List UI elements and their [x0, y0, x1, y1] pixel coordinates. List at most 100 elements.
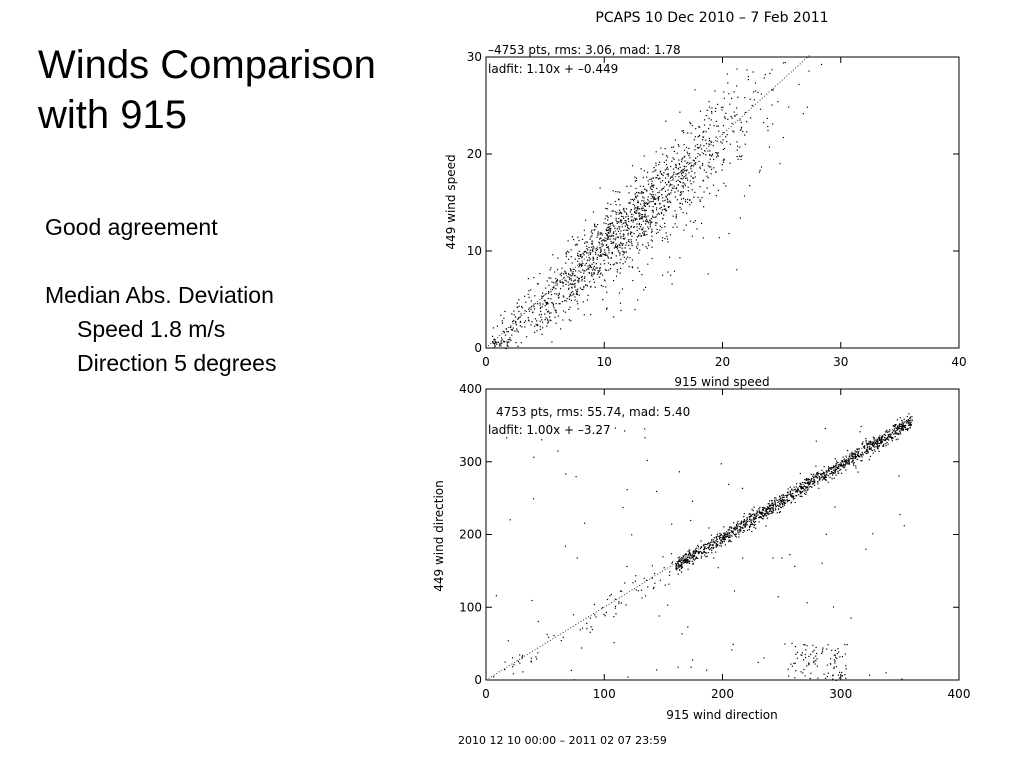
- speed-data-point: [664, 169, 666, 171]
- direction-data-point: [678, 566, 680, 568]
- direction-data-point: [803, 668, 805, 671]
- speed-data-point: [643, 202, 646, 204]
- direction-data-point: [796, 490, 798, 492]
- speed-data-point: [671, 189, 673, 192]
- speed-data-point: [607, 216, 609, 219]
- speed-data-point: [622, 222, 624, 224]
- speed-data-point: [503, 347, 505, 349]
- speed-data-point: [617, 246, 619, 248]
- direction-data-point: [532, 498, 535, 500]
- direction-data-point: [675, 568, 677, 570]
- speed-data-point: [571, 262, 573, 264]
- speed-data-point: [653, 196, 656, 198]
- speed-data-point: [652, 206, 654, 208]
- speed-data-point: [683, 165, 685, 167]
- direction-data-point: [684, 554, 686, 556]
- speed-data-point: [611, 222, 613, 225]
- speed-data-point: [574, 279, 576, 281]
- direction-data-point: [732, 531, 734, 533]
- direction-data-point: [564, 545, 567, 547]
- direction-data-point: [687, 556, 689, 558]
- direction-data-point: [869, 440, 871, 442]
- direction-data-point: [733, 590, 736, 592]
- direction-data-point: [815, 660, 817, 662]
- direction-data-point: [796, 491, 798, 493]
- speed-data-point: [537, 283, 539, 285]
- direction-data-point: [832, 606, 835, 608]
- speed-data-point: [571, 236, 573, 238]
- speed-data-point: [625, 222, 627, 224]
- speed-data-point: [697, 196, 699, 198]
- direction-data-point: [737, 529, 739, 531]
- speed-data-point: [656, 222, 658, 224]
- speed-data-point: [621, 226, 623, 228]
- direction-data-point: [771, 499, 773, 502]
- speed-data-point: [631, 216, 633, 218]
- speed-data-point: [624, 220, 626, 222]
- speed-data-point: [647, 171, 649, 173]
- direction-data-point: [679, 569, 681, 571]
- direction-data-point: [725, 535, 727, 537]
- speed-data-point: [663, 214, 665, 216]
- speed-data-point: [634, 212, 636, 214]
- direction-data-point: [812, 473, 815, 475]
- speed-data-point: [772, 89, 774, 91]
- direction-data-point: [749, 518, 751, 520]
- direction-data-point: [870, 443, 872, 446]
- speed-data-point: [619, 246, 621, 248]
- direction-data-point: [825, 474, 827, 476]
- speed-data-point: [612, 264, 614, 266]
- speed-data-point: [536, 330, 538, 332]
- bullet-median-abs-deviation: Median Abs. Deviation: [45, 282, 274, 308]
- direction-data-point: [851, 461, 853, 463]
- speed-data-point: [708, 143, 710, 145]
- speed-data-point: [583, 272, 585, 274]
- direction-data-point: [678, 560, 680, 562]
- speed-data-point: [701, 164, 704, 166]
- speed-data-point: [699, 200, 701, 202]
- speed-data-point: [638, 228, 640, 230]
- direction-data-point: [827, 475, 829, 477]
- speed-data-point: [650, 178, 652, 180]
- speed-data-point: [635, 197, 637, 199]
- speed-data-point: [683, 149, 686, 151]
- direction-data-point: [705, 547, 707, 550]
- speed-data-point: [648, 244, 650, 246]
- direction-data-point: [804, 486, 807, 488]
- direction-data-point: [898, 424, 900, 426]
- direction-data-point: [800, 491, 802, 493]
- speed-data-point: [570, 292, 572, 294]
- speed-data-point: [507, 345, 509, 347]
- speed-data-point: [654, 216, 656, 218]
- direction-data-point: [537, 620, 539, 623]
- direction-data-point: [848, 460, 850, 462]
- speed-data-point: [534, 325, 536, 327]
- direction-data-point: [845, 459, 847, 461]
- speed-data-point: [663, 205, 665, 208]
- speed-data-point: [552, 287, 554, 289]
- speed-data-point: [550, 291, 552, 293]
- speed-data-point: [689, 204, 691, 206]
- speed-data-point: [552, 305, 554, 307]
- direction-data-point: [787, 494, 789, 496]
- speed-data-point: [669, 200, 671, 202]
- speed-data-point: [601, 245, 603, 247]
- direction-data-point: [805, 657, 807, 659]
- direction-data-point: [784, 500, 786, 502]
- speed-data-point: [729, 143, 731, 145]
- speed-data-point: [660, 181, 662, 183]
- speed-data-point: [593, 229, 595, 231]
- speed-data-point: [657, 196, 659, 198]
- direction-data-point: [910, 423, 912, 425]
- speed-data-point: [715, 152, 717, 154]
- speed-data-point: [605, 222, 607, 225]
- speed-data-point: [618, 228, 621, 230]
- speed-data-point: [649, 220, 651, 222]
- speed-data-point: [600, 254, 602, 256]
- direction-data-point: [781, 495, 783, 497]
- speed-data-point: [637, 206, 639, 208]
- direction-data-point: [900, 428, 902, 430]
- direction-data-point: [821, 562, 823, 564]
- speed-data-point: [708, 117, 710, 119]
- speed-data-point: [539, 273, 541, 275]
